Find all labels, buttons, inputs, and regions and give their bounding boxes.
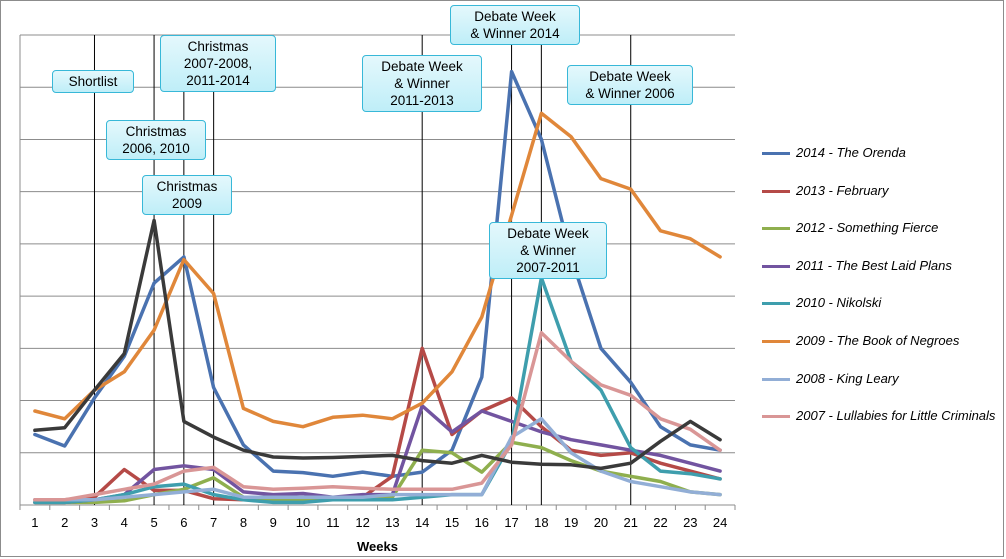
legend-label: 2012 - Something Fierce [796, 220, 939, 235]
x-tick-label: 8 [240, 515, 247, 530]
legend-label: 2014 - The Orenda [796, 145, 906, 160]
legend-swatch [762, 152, 790, 155]
series-line [33, 69, 722, 479]
event-callout: Debate Week & Winner 2011-2013 [362, 55, 482, 112]
legend-item: 2014 - The Orenda [762, 143, 996, 163]
legend-item: 2011 - The Best Laid Plans [762, 256, 996, 276]
x-tick-label: 10 [296, 515, 310, 530]
event-callout: Debate Week & Winner 2006 [567, 65, 693, 105]
event-callout: Debate Week & Winner 2007-2011 [489, 222, 607, 279]
legend-item: 2007 - Lullabies for Little Criminals [762, 406, 996, 426]
legend-item: 2009 - The Book of Negroes [762, 331, 996, 351]
legend-item: 2008 - King Leary [762, 369, 996, 389]
x-axis-label: Weeks [357, 539, 398, 554]
series-line [33, 417, 722, 502]
x-tick-label: 6 [180, 515, 187, 530]
legend-label: 2010 - Nikolski [796, 295, 882, 310]
legend-label: 2009 - The Book of Negroes [796, 333, 960, 348]
legend-swatch [762, 302, 790, 305]
x-tick-label: 18 [534, 515, 548, 530]
legend-swatch [762, 190, 790, 193]
series-line [33, 330, 722, 502]
x-tick-label: 1 [31, 515, 38, 530]
x-tick-label: 17 [504, 515, 518, 530]
x-tick-label: 2 [61, 515, 68, 530]
legend-swatch [762, 340, 790, 343]
x-tick-label: 14 [415, 515, 429, 530]
x-tick-label: 12 [355, 515, 369, 530]
legend-item: 2010 - Nikolski [762, 293, 996, 313]
legend-label: 2013 - February [796, 183, 889, 198]
event-callout: Debate Week & Winner 2014 [450, 5, 580, 45]
legend-label: 2011 - The Best Laid Plans [796, 258, 952, 273]
x-tick-label: 23 [683, 515, 697, 530]
x-tick-label: 5 [150, 515, 157, 530]
x-tick-label: 13 [385, 515, 399, 530]
event-callout: Christmas 2009 [142, 175, 232, 215]
legend-swatch [762, 415, 790, 418]
legend-item: 2012 - Something Fierce [762, 218, 996, 238]
legend-swatch [762, 227, 790, 230]
series-line [33, 218, 722, 471]
x-tick-label: 15 [445, 515, 459, 530]
x-tick-label: 9 [270, 515, 277, 530]
x-tick-label: 4 [121, 515, 128, 530]
event-callout: Christmas 2007-2008, 2011-2014 [160, 35, 276, 92]
x-tick-label: 19 [564, 515, 578, 530]
x-tick-label: 22 [653, 515, 667, 530]
x-tick-label: 7 [210, 515, 217, 530]
legend-label: 2008 - King Leary [796, 371, 899, 386]
x-tick-label: 11 [326, 515, 340, 530]
x-tick-label: 16 [475, 515, 489, 530]
x-tick-label: 21 [623, 515, 637, 530]
legend-item: 2013 - February [762, 181, 996, 201]
series-line [33, 276, 722, 505]
event-callout: Christmas 2006, 2010 [106, 120, 206, 160]
x-tick-label: 24 [713, 515, 727, 530]
legend-swatch [762, 265, 790, 268]
event-callout: Shortlist [52, 70, 134, 93]
series-line [33, 111, 722, 429]
x-tick-label: 3 [91, 515, 98, 530]
x-tick-label: 20 [594, 515, 608, 530]
legend-label: 2007 - Lullabies for Little Criminals [796, 408, 996, 423]
legend-swatch [762, 378, 790, 381]
